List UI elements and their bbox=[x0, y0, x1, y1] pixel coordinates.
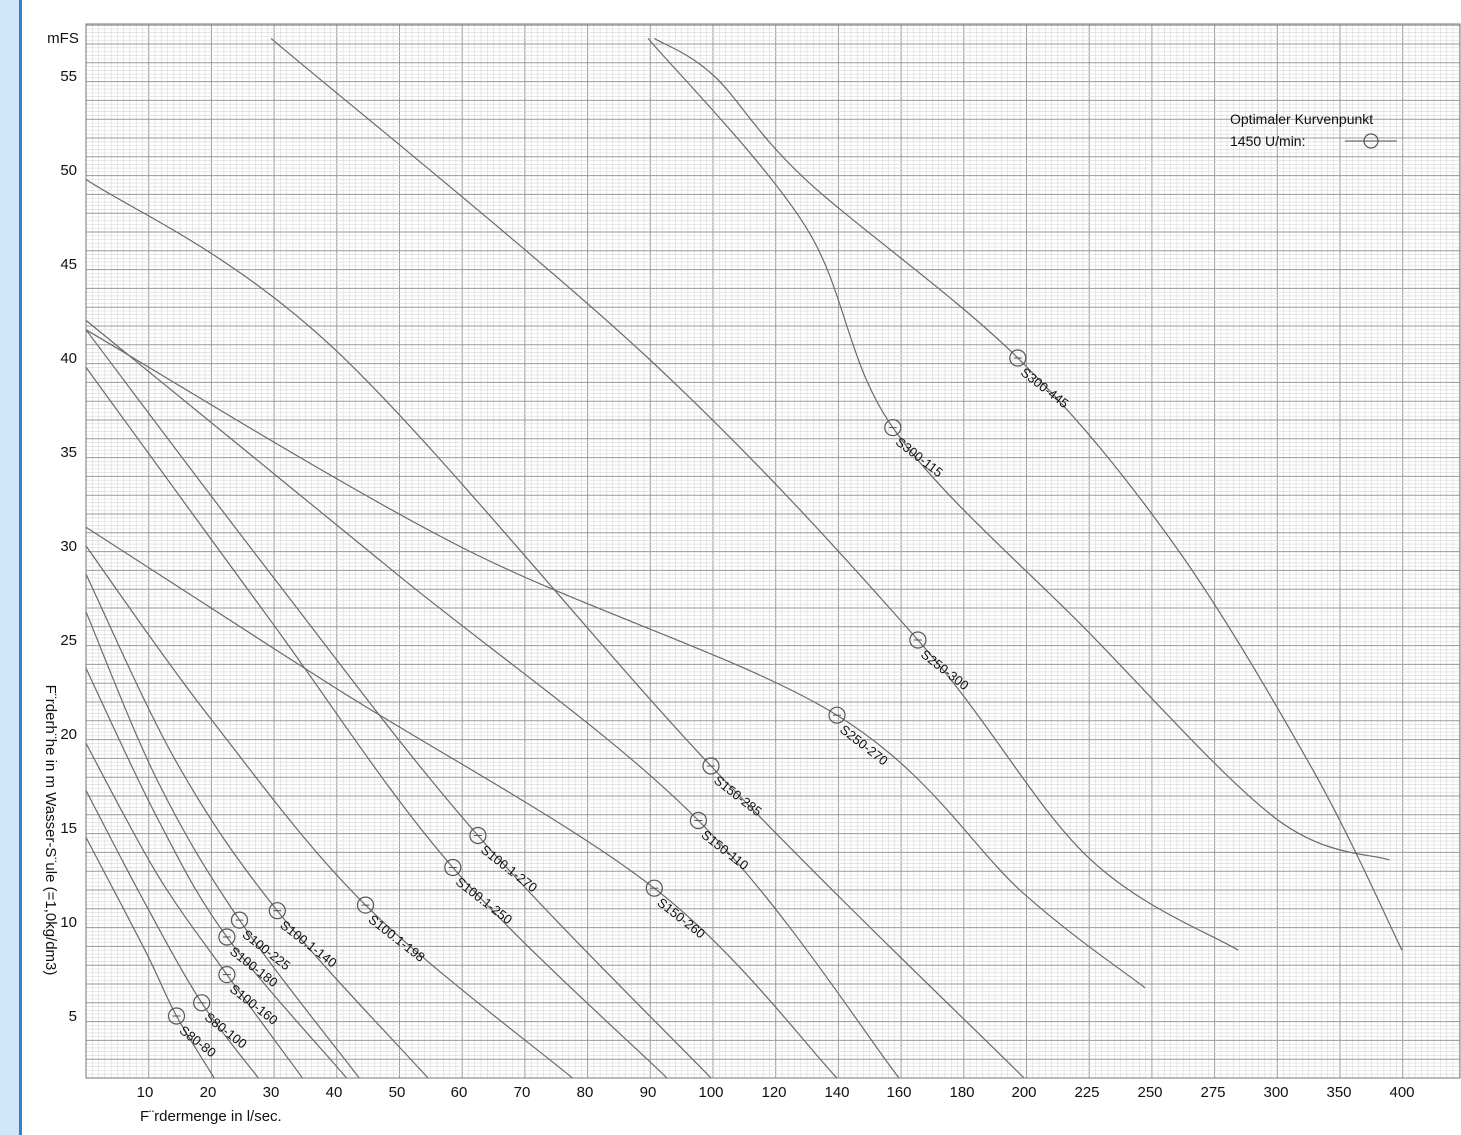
optimal-point-marker bbox=[884, 419, 902, 437]
left-accent-bar bbox=[0, 0, 22, 1135]
y-tick-label: 5 bbox=[69, 1008, 77, 1025]
optimal-point-marker bbox=[230, 911, 249, 929]
x-tick-label: 225 bbox=[1074, 1084, 1099, 1101]
curve-s100-1-250 bbox=[85, 367, 668, 1079]
tick-labels: 5 10 15 20 25 30 35 40 45 50 55 10 20 30 40 50 60 70 80 90 1… bbox=[60, 68, 1414, 1101]
curve-s100-160 bbox=[85, 743, 303, 1079]
optimal-point-marker bbox=[909, 631, 927, 649]
optimal-point-marker bbox=[828, 706, 846, 724]
y-tick-label: 15 bbox=[60, 820, 77, 837]
x-tick-label: 100 bbox=[698, 1084, 723, 1101]
curve-s300-445 bbox=[653, 37, 1403, 951]
optimal-point-marker bbox=[167, 1007, 186, 1025]
curve-s80-80 bbox=[85, 837, 215, 1079]
y-tick-label: 25 bbox=[60, 632, 77, 649]
optimal-point-marker bbox=[193, 994, 211, 1012]
x-tick-label: 60 bbox=[451, 1084, 468, 1101]
grid bbox=[85, 24, 1460, 1079]
optimal-point-marker bbox=[356, 896, 375, 914]
x-tick-label: 50 bbox=[389, 1084, 406, 1101]
curve-s80-100 bbox=[85, 790, 259, 1079]
y-tick-label: 20 bbox=[60, 726, 77, 743]
optimal-point-marker bbox=[689, 811, 708, 830]
curve-s150-110 bbox=[85, 319, 900, 1079]
optimal-point-marker bbox=[268, 902, 286, 920]
x-tick-label: 10 bbox=[137, 1084, 154, 1101]
curve-label: S250-270 bbox=[837, 722, 891, 769]
legend-marker-circle bbox=[1363, 133, 1379, 149]
y-tick-label: 55 bbox=[60, 68, 77, 85]
x-tick-label: 20 bbox=[200, 1084, 217, 1101]
curve-s100-180 bbox=[85, 667, 348, 1079]
x-tick-label: 275 bbox=[1200, 1084, 1225, 1101]
curve-s300-115 bbox=[647, 38, 1390, 861]
x-tick-label: 30 bbox=[263, 1084, 280, 1101]
curve-s100-225 bbox=[85, 611, 360, 1079]
curve-s100-1-140 bbox=[85, 573, 429, 1079]
x-tick-label: 70 bbox=[514, 1084, 531, 1101]
x-tick-label: 200 bbox=[1011, 1084, 1036, 1101]
curve-s250-270 bbox=[85, 329, 1146, 989]
optimal-point-marker bbox=[444, 858, 462, 877]
legend-line-1: Optimaler Kurvenpunkt bbox=[1230, 111, 1373, 127]
plot-frame bbox=[85, 23, 1461, 1079]
legend: Optimaler Kurvenpunkt 1450 U/min: bbox=[1230, 111, 1397, 149]
x-tick-label: 160 bbox=[886, 1084, 911, 1101]
x-tick-label: 350 bbox=[1326, 1084, 1351, 1101]
x-axis-title: F¨rdermenge in l/sec. bbox=[140, 1108, 282, 1125]
x-tick-label: 120 bbox=[761, 1084, 786, 1101]
x-tick-label: 90 bbox=[640, 1084, 657, 1101]
y-tick-label: 40 bbox=[60, 350, 77, 367]
curve-s150-285 bbox=[85, 178, 1025, 1079]
y-tick-label: 30 bbox=[60, 538, 77, 555]
curve-s250-300 bbox=[270, 37, 1239, 951]
y-tick-label: 50 bbox=[60, 162, 77, 179]
x-tick-label: 180 bbox=[949, 1084, 974, 1101]
y-tick-label: 35 bbox=[60, 444, 77, 461]
legend-line-2: 1450 U/min: bbox=[1230, 133, 1305, 149]
curve-s150-260 bbox=[85, 526, 838, 1079]
optimal-point-marker bbox=[469, 826, 487, 845]
y-axis-title: F¨rderh¨he in m Wasser-S¨ule (=1,0kg/dm3… bbox=[42, 685, 59, 976]
x-tick-label: 300 bbox=[1263, 1084, 1288, 1101]
optimal-point-marker bbox=[218, 965, 236, 984]
curve-s100-1-270 bbox=[85, 329, 712, 1079]
x-tick-label: 140 bbox=[824, 1084, 849, 1101]
y-unit-label: mFS bbox=[47, 30, 79, 47]
x-tick-label: 80 bbox=[577, 1084, 594, 1101]
optimal-point-marker bbox=[1009, 349, 1027, 367]
optimal-point-marker bbox=[645, 879, 663, 897]
optimal-point-marker bbox=[702, 757, 720, 775]
optimal-point-marker bbox=[218, 928, 236, 946]
y-tick-label: 45 bbox=[60, 256, 77, 273]
x-tick-label: 400 bbox=[1389, 1084, 1414, 1101]
y-tick-label: 10 bbox=[60, 914, 77, 931]
x-tick-label: 250 bbox=[1137, 1084, 1162, 1101]
curve-s100-1-198 bbox=[85, 545, 573, 1079]
x-tick-label: 40 bbox=[326, 1084, 343, 1101]
